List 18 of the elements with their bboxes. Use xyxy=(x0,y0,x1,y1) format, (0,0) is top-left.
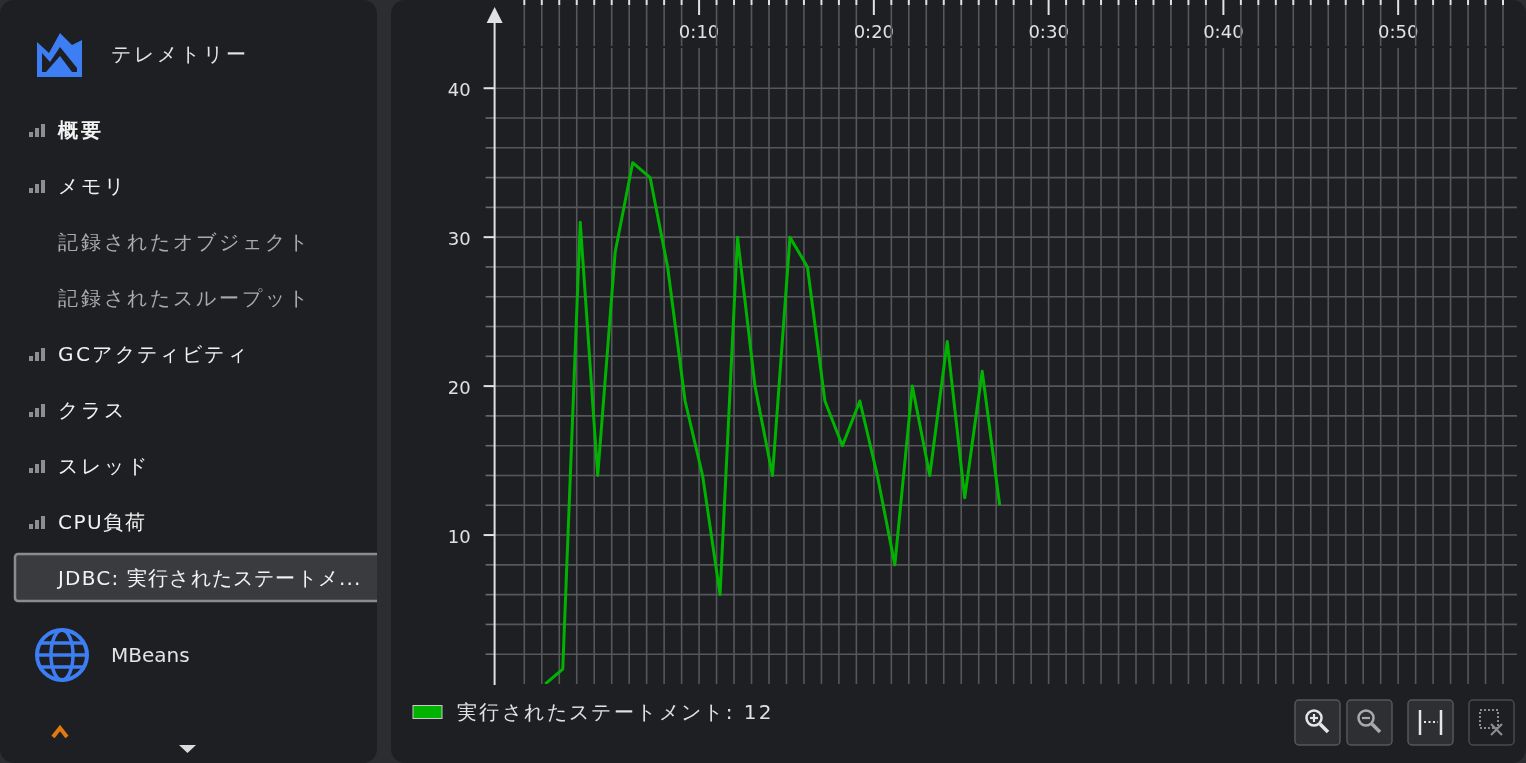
x-tick-label: 0:40 xyxy=(1203,20,1244,42)
sidebar-item: クラス xyxy=(58,398,127,422)
legend: 実行されたステートメント: 12 xyxy=(412,700,774,724)
sidebar-item: テレメトリー xyxy=(111,42,249,66)
x-tick-label: 0:30 xyxy=(1028,20,1069,42)
sidebar-item: MBeans xyxy=(111,643,190,667)
sidebar-item: 概要 xyxy=(58,118,104,142)
sidebar-item: CPU負荷 xyxy=(58,510,147,534)
y-tick-label: 20 xyxy=(447,376,471,398)
sidebar-item: スレッド xyxy=(58,454,150,478)
y-tick-label: 30 xyxy=(447,227,471,249)
sidebar-item: 記録されたオブジェクト xyxy=(58,230,311,254)
sidebar-item: JDBC: 実行されたステートメ... xyxy=(58,566,362,590)
sidebar-item: メモリ xyxy=(58,174,127,198)
sidebar-item: GCアクティビティ xyxy=(58,342,250,366)
sidebar-item: 記録されたスループット xyxy=(58,286,311,310)
y-tick-label: 40 xyxy=(447,78,471,100)
y-tick-label: 10 xyxy=(447,525,471,547)
